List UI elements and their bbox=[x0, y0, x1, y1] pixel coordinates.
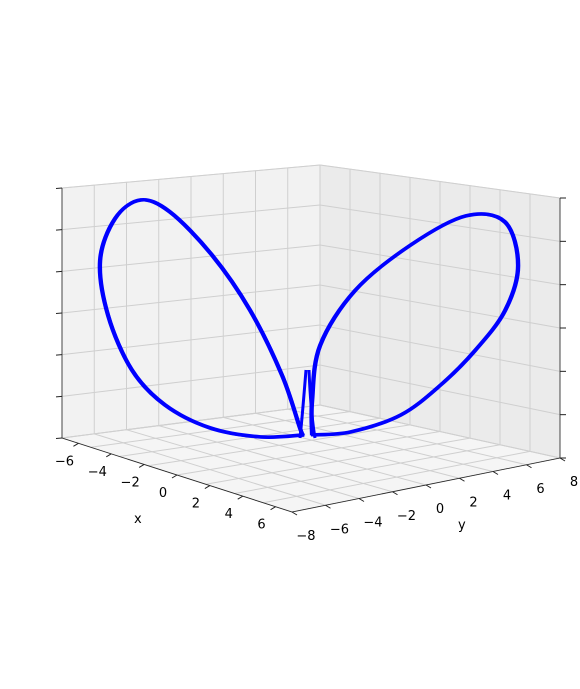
grid-line bbox=[319, 324, 561, 372]
y-tick-mark bbox=[291, 511, 298, 516]
x-tick-label: 4 bbox=[225, 507, 233, 522]
grid-line bbox=[263, 450, 531, 504]
x-tick-label: −4 bbox=[88, 465, 107, 480]
y-tick-label: −2 bbox=[397, 509, 416, 524]
z-tick-mark bbox=[55, 270, 63, 273]
right-lobe-line bbox=[310, 212, 520, 436]
grid-line bbox=[148, 424, 411, 467]
grid-line bbox=[61, 204, 321, 231]
y-tick-label: 2 bbox=[469, 495, 477, 510]
grid-line bbox=[319, 164, 561, 199]
grid-line bbox=[234, 444, 501, 494]
butterfly-curve bbox=[97, 197, 521, 439]
z-tick-mark bbox=[55, 354, 63, 356]
y-tick-mark bbox=[358, 498, 365, 502]
grid-line bbox=[319, 364, 561, 416]
grid-line bbox=[319, 204, 561, 242]
grid-line bbox=[61, 364, 321, 397]
y-tick-mark bbox=[526, 464, 532, 469]
y-tick-label: 0 bbox=[436, 502, 444, 517]
y-tick-mark bbox=[392, 491, 398, 496]
y-tick-label: −8 bbox=[296, 529, 315, 544]
z-tick-mark bbox=[55, 187, 63, 189]
y-tick-labels: −8 −6 −4 −2 0 2 4 6 8 bbox=[296, 475, 578, 544]
left-lobe-line bbox=[99, 197, 305, 438]
x-tick-mark bbox=[138, 463, 145, 468]
x-axis-label: x bbox=[134, 512, 142, 527]
x-tick-label: 2 bbox=[192, 497, 200, 512]
y-tick-mark bbox=[559, 457, 566, 462]
grid-line bbox=[205, 437, 471, 485]
y-tick-mark bbox=[459, 477, 465, 482]
grid-line bbox=[319, 284, 561, 329]
z-tick-mark bbox=[55, 437, 63, 439]
x-tick-mark bbox=[106, 453, 112, 458]
grid-line bbox=[319, 244, 561, 286]
x-tick-label: 0 bbox=[159, 486, 167, 501]
y-tick-mark bbox=[425, 484, 432, 489]
y-tick-mark bbox=[492, 471, 499, 475]
z-tick-mark bbox=[55, 229, 63, 231]
grid-line bbox=[176, 431, 441, 476]
z-tick-mark bbox=[55, 395, 63, 398]
z-tick-mark bbox=[55, 312, 63, 314]
y-axis-label: y bbox=[458, 518, 466, 533]
x-tick-label: −6 bbox=[55, 454, 74, 469]
axis-lines bbox=[55, 187, 566, 516]
curve-stem bbox=[298, 369, 317, 439]
y-tick-label: −6 bbox=[330, 522, 349, 537]
x-tick-mark bbox=[204, 485, 211, 490]
x-tick-mark bbox=[270, 506, 276, 511]
x-tick-mark bbox=[171, 474, 178, 479]
x-tick-label: 6 bbox=[257, 518, 265, 533]
grid-line bbox=[61, 324, 321, 356]
grid-line bbox=[61, 244, 321, 272]
y-tick-label: −4 bbox=[363, 516, 382, 531]
x-tick-mark bbox=[73, 442, 79, 447]
y-tick-label: 4 bbox=[503, 489, 511, 504]
y-tick-label: 6 bbox=[536, 482, 544, 497]
y-tick-mark bbox=[325, 504, 331, 509]
x-tick-labels: −6 −4 −2 0 2 4 6 bbox=[55, 454, 266, 532]
y-tick-label: 8 bbox=[570, 475, 578, 490]
grid-line bbox=[61, 164, 321, 189]
x-tick-label: −2 bbox=[121, 475, 140, 490]
x-tick-mark bbox=[237, 495, 243, 500]
